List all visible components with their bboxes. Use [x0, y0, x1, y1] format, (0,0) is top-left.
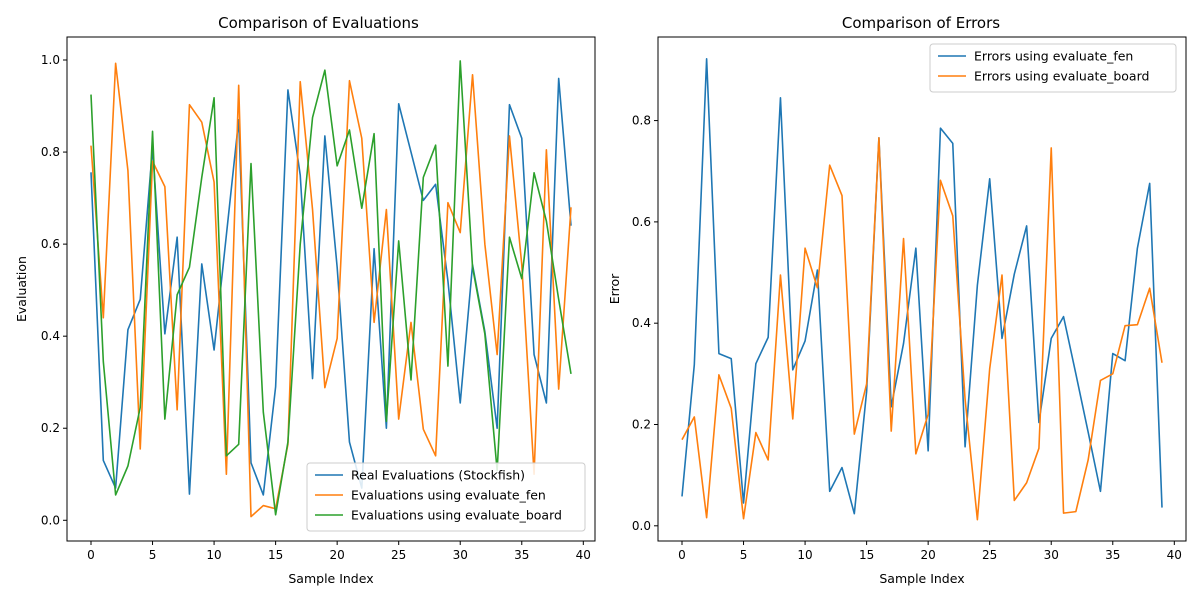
- x-tick-label: 10: [797, 548, 812, 562]
- plot-area: [66, 36, 596, 542]
- x-tick-label: 30: [1044, 548, 1059, 562]
- y-tick-label: 0.0: [41, 513, 60, 527]
- x-axis-label: Sample Index: [879, 571, 964, 586]
- y-tick-label: 0.6: [632, 215, 651, 229]
- legend-entry: Errors using evaluate_fen: [974, 49, 1133, 64]
- x-tick-label: 15: [268, 548, 283, 562]
- y-tick-label: 0.4: [41, 329, 60, 343]
- x-tick-label: 20: [330, 548, 345, 562]
- series-line-3: [90, 60, 572, 516]
- legend-box: [929, 43, 1177, 93]
- series-line-2: [681, 137, 1163, 521]
- legend: Real Evaluations (Stockfish) Evaluations …: [306, 462, 586, 532]
- x-tick-label: 15: [859, 548, 874, 562]
- x-tick-label: 30: [453, 548, 468, 562]
- x-tick-label: 40: [1167, 548, 1182, 562]
- y-tick-label: 0.4: [632, 316, 651, 330]
- x-tick-label: 35: [514, 548, 529, 562]
- y-axis-label: Error: [607, 273, 622, 304]
- y-tick-label: 0.8: [632, 114, 651, 128]
- errors-chart: Comparison of Errors 0 5 10 15 20 25 30 35 40 0.0…: [607, 14, 1187, 586]
- chart-title: Comparison of Errors: [842, 14, 1000, 32]
- evaluations-chart: Comparison of Evaluations 0 5 10 15 20 25 30 35…: [14, 14, 596, 586]
- legend-entry: Evaluations using evaluate_board: [351, 508, 562, 523]
- legend-box: [306, 462, 586, 532]
- y-tick-label: 0.0: [632, 519, 651, 533]
- x-tick-label: 0: [87, 548, 95, 562]
- y-tick-label: 1.0: [41, 53, 60, 67]
- x-axis-label: Sample Index: [288, 571, 373, 586]
- chart-title: Comparison of Evaluations: [218, 14, 419, 32]
- series-line-2: [90, 62, 572, 518]
- y-tick-label: 0.2: [41, 421, 60, 435]
- legend-entry: Real Evaluations (Stockfish): [351, 468, 525, 483]
- y-axis-label: Evaluation: [14, 256, 29, 322]
- x-tick-label: 5: [740, 548, 748, 562]
- legend: Errors using evaluate_fen Errors using ev…: [929, 43, 1177, 93]
- x-tick-label: 25: [391, 548, 406, 562]
- series-line-1: [681, 57, 1163, 515]
- legend-entry: Evaluations using evaluate_fen: [351, 488, 546, 503]
- x-tick-label: 35: [1105, 548, 1120, 562]
- x-tick-label: 25: [982, 548, 997, 562]
- x-tick-label: 20: [921, 548, 936, 562]
- plot-area: [657, 36, 1187, 542]
- y-tick-label: 0.2: [632, 417, 651, 431]
- x-tick-label: 0: [678, 548, 686, 562]
- y-tick-label: 0.6: [41, 237, 60, 251]
- y-tick-label: 0.8: [41, 145, 60, 159]
- x-tick-label: 10: [206, 548, 221, 562]
- legend-entry: Errors using evaluate_board: [974, 69, 1149, 84]
- x-tick-label: 40: [576, 548, 591, 562]
- x-tick-label: 5: [149, 548, 157, 562]
